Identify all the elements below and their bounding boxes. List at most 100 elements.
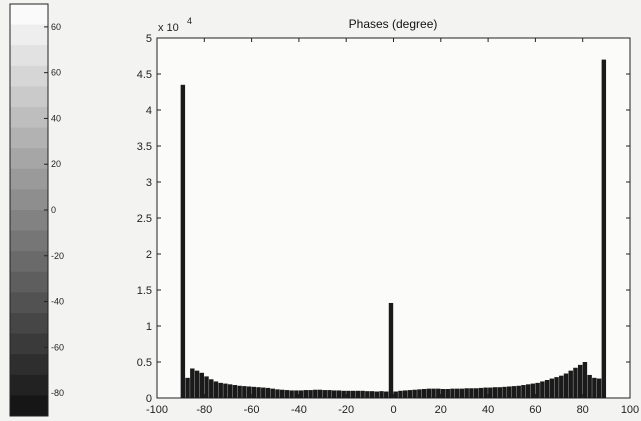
histogram-bar: [242, 386, 247, 398]
histogram-bar: [563, 373, 569, 398]
colorbar-level: [10, 127, 48, 149]
histogram-bar: [521, 385, 526, 398]
histogram-bar: [554, 377, 559, 398]
histogram-bar: [322, 390, 327, 398]
y-tick-label: 1: [146, 321, 152, 333]
colorbar-tick-label: 60: [51, 68, 61, 78]
colorbar-level: [10, 168, 48, 190]
colorbar-level: [10, 107, 48, 129]
histogram-bar: [327, 390, 332, 398]
x-tick-label: 60: [529, 404, 541, 416]
plot-area: [156, 37, 631, 399]
y-tick-label: 1.5: [137, 285, 152, 297]
x-tick-label: -100: [146, 404, 168, 416]
colorbar-level: [10, 333, 48, 355]
histogram-bar: [336, 390, 342, 398]
histogram-bar: [180, 84, 186, 399]
histogram-bar: [459, 388, 465, 398]
histogram-bar: [355, 390, 361, 398]
histogram-bar: [478, 387, 484, 398]
histogram-bar: [464, 388, 469, 398]
histogram-bar: [275, 389, 280, 398]
histogram-bar: [227, 384, 233, 398]
colorbar-tick-label: 40: [51, 113, 61, 123]
y-tick-label: 0: [146, 393, 152, 405]
histogram-bar: [407, 390, 413, 398]
y-tick-label: 5: [146, 33, 152, 45]
histogram-bar: [346, 390, 351, 398]
colorbar-level: [10, 354, 48, 376]
y-exponent-label: x 10: [158, 22, 179, 34]
histogram-bar: [232, 385, 238, 398]
histogram-bar: [582, 362, 588, 398]
histogram-bar: [525, 384, 531, 398]
colorbar-tick-label: -40: [51, 297, 64, 307]
histogram-bar: [261, 387, 266, 398]
x-tick-label: -20: [338, 404, 354, 416]
colorbar-level: [10, 210, 48, 232]
histogram-bar: [402, 390, 408, 398]
histogram-bar: [256, 387, 261, 398]
colorbar-level: [10, 4, 48, 26]
histogram-bar: [601, 59, 607, 398]
histogram-bar: [360, 390, 365, 398]
histogram-bar: [559, 375, 564, 398]
colorbar-tick-label: 0: [51, 205, 56, 215]
histogram-bar: [544, 380, 550, 398]
histogram-bar: [398, 390, 403, 398]
colorbar-level: [10, 189, 48, 211]
histogram-bar: [573, 367, 578, 398]
histogram-bar: [303, 390, 309, 398]
histogram-bar: [279, 389, 285, 398]
histogram-bar: [577, 364, 583, 398]
histogram-bar: [213, 381, 219, 398]
colorbar-level: [10, 395, 48, 417]
histogram-bar: [587, 374, 592, 398]
y-exponent-power: 4: [187, 16, 192, 26]
histogram-bar: [388, 302, 394, 398]
histogram-bar: [313, 389, 318, 398]
histogram-bar: [436, 388, 441, 398]
histogram-bar: [199, 372, 204, 398]
y-tick-label: 4.5: [137, 69, 152, 81]
colorbar: [9, 3, 49, 417]
histogram-bar: [421, 389, 427, 398]
histogram-bar: [454, 388, 460, 398]
x-tick-label: 0: [390, 404, 396, 416]
x-tick-label: 20: [435, 404, 447, 416]
histogram-bar: [473, 388, 479, 398]
colorbar-tick-label: -60: [51, 342, 64, 352]
colorbar-level: [10, 230, 48, 252]
histogram-bar: [332, 390, 337, 398]
histogram-bar: [379, 391, 384, 398]
histogram-bar: [450, 388, 455, 398]
histogram-bar: [540, 381, 545, 398]
histogram-bar: [209, 379, 214, 398]
y-tick-label: 2.5: [137, 213, 152, 225]
histogram-bar: [497, 387, 502, 398]
histogram-bar: [341, 390, 346, 398]
colorbar-tick-label: 60: [51, 22, 61, 32]
x-tick-label: -40: [291, 404, 307, 416]
histogram-bar: [308, 390, 313, 398]
histogram-bar: [194, 370, 200, 398]
colorbar-level: [10, 271, 48, 293]
x-tick-label: -60: [244, 404, 260, 416]
colorbar-level: [10, 251, 48, 273]
histogram-bar: [417, 389, 422, 398]
histogram-bar: [369, 391, 375, 398]
histogram-bar: [426, 388, 432, 398]
histogram-bar: [270, 388, 275, 398]
histogram-bar: [374, 391, 380, 398]
histogram-bar: [549, 378, 555, 398]
histogram-bar: [596, 378, 602, 398]
histogram-bar: [507, 386, 512, 398]
colorbar-tick-label: -80: [51, 388, 64, 398]
histogram-bar: [223, 383, 228, 398]
histogram-bar: [516, 385, 521, 398]
y-tick-label: 0.5: [137, 357, 152, 369]
y-tick-label: 3.5: [137, 141, 152, 153]
histogram-bar: [431, 388, 436, 398]
chart-title: Phases (degree): [349, 17, 438, 31]
